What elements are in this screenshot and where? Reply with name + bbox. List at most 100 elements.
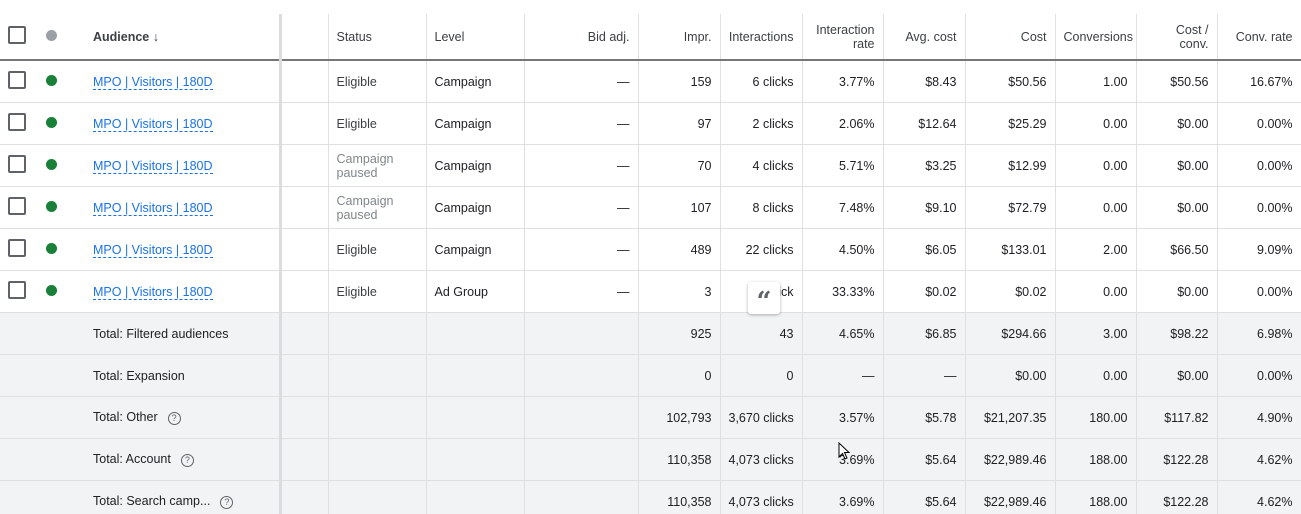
audience-link[interactable]: MPO | Visitors | 180D [93, 116, 213, 132]
total-label-cell: Total: Search camp...? [85, 480, 282, 514]
audience-link[interactable]: MPO | Visitors | 180D [93, 200, 213, 216]
header-label[interactable]: Interaction rate [816, 22, 875, 51]
cell: 4 clicks [720, 144, 803, 187]
header-label[interactable]: Impr. [683, 29, 712, 44]
cell: 0.00% [1217, 102, 1301, 145]
toolbar-button[interactable]: COLUMNS [1034, 0, 1081, 2]
toolbar-button[interactable]: SEARCH [930, 0, 969, 2]
spacer [280, 270, 329, 313]
audience-link[interactable]: MPO | Visitors | 180D [93, 74, 213, 90]
header-label[interactable]: Conv. rate [1235, 29, 1293, 44]
data-row: MPO | Visitors | 180D Eligible Campaign — 97… [0, 102, 1301, 145]
checkbox[interactable] [8, 197, 26, 215]
cell-text: Campaign [434, 242, 492, 257]
status-dot [46, 74, 57, 86]
total-label: Total: Filtered audiences [93, 326, 229, 341]
cell: 6 clicks [720, 60, 803, 103]
empty [38, 312, 85, 355]
help-icon[interactable]: ? [167, 411, 181, 425]
audience-link[interactable]: MPO | Visitors | 180D [93, 242, 213, 258]
toolbar-button[interactable]: EXPAND [1152, 0, 1190, 2]
column-header: Conv. rate [1217, 14, 1301, 61]
total-cell: 4.62% [1217, 438, 1301, 481]
status-dot-cell [38, 228, 85, 271]
header-label[interactable]: Bid adj. [587, 29, 630, 44]
total-label-cell: Total: Account? [85, 438, 282, 481]
total-cell: $294.66 [965, 312, 1056, 355]
checkbox[interactable] [8, 281, 26, 299]
cell-text: 0.00% [1257, 116, 1293, 131]
cell: $9.10 [883, 186, 966, 229]
data-row: MPO | Visitors | 180D Campaign paused Camp… [0, 186, 1301, 229]
status-dot-cell [38, 270, 85, 313]
cell: Campaign [426, 186, 525, 229]
audience-link[interactable]: MPO | Visitors | 180D [93, 158, 213, 174]
help-icon[interactable]: ? [180, 453, 194, 467]
cell: Campaign paused [328, 186, 427, 229]
cell: 0.00 [1055, 144, 1137, 187]
quote-icon[interactable]: “ [748, 282, 780, 317]
dot [46, 29, 57, 41]
cell-text: 3.77% [839, 74, 875, 89]
cell-text: $0.00 [1177, 200, 1209, 215]
total-cell: $122.28 [1136, 480, 1218, 514]
cell: $12.99 [965, 144, 1056, 187]
header-label[interactable]: Status [336, 29, 372, 44]
checkbox[interactable] [8, 239, 26, 257]
total-cell: 6.98% [1217, 312, 1301, 355]
cell-text: 8 clicks [752, 200, 794, 215]
cell: Eligible [328, 228, 427, 271]
checkbox[interactable] [8, 113, 26, 131]
total-cell: 4.90% [1217, 396, 1301, 439]
cell-text: $0.00 [1177, 116, 1209, 131]
cell: 97 [638, 102, 721, 145]
total-cell: $21,207.35 [965, 396, 1056, 439]
cell: 7.48% [802, 186, 884, 229]
cell-text: 107 [690, 200, 712, 215]
empty [38, 438, 85, 481]
status-dot-cell [38, 186, 85, 229]
cell-text: 4.50% [839, 242, 875, 257]
total-cell: 0.00 [1055, 354, 1137, 397]
cell: — [524, 270, 639, 313]
toolbar-button[interactable]: MORE [1205, 0, 1233, 2]
total-cell: $22,989.46 [965, 480, 1056, 514]
cell-text: 0.00% [1257, 200, 1293, 215]
cell-text: — [617, 242, 630, 257]
cell-text: $6.05 [925, 242, 957, 257]
total-row: Total: Account? 110,358 4,073 clicks 3.69% $… [0, 438, 1301, 481]
cell: 0.00% [1217, 270, 1301, 313]
cell: — [524, 60, 639, 103]
toolbar-button[interactable]: DOWNLOAD [1090, 0, 1145, 2]
checkbox[interactable] [8, 71, 26, 89]
header-label[interactable]: Interactions [728, 29, 794, 44]
cell-text: Campaign [434, 74, 492, 89]
cell: — [524, 144, 639, 187]
total-cell: 0 [638, 354, 721, 397]
checkbox[interactable] [8, 26, 26, 44]
cell-text: — [617, 158, 630, 173]
total-cell: 188.00 [1055, 438, 1137, 481]
cell: 0.00 [1055, 270, 1137, 313]
audience-cell: MPO | Visitors | 180D [85, 144, 282, 187]
cell-text: 2.06% [839, 116, 875, 131]
toolbar-button[interactable]: SEGMENT [980, 0, 1027, 2]
header-label[interactable]: Cost [1020, 29, 1047, 44]
help-icon[interactable]: ? [220, 495, 234, 509]
header-label[interactable]: Audience [93, 29, 150, 44]
total-cell: 43 [720, 312, 803, 355]
cell: Eligible [328, 60, 427, 103]
cell: 22 clicks [720, 228, 803, 271]
header-label[interactable]: Cost / conv. [1175, 22, 1209, 51]
header-label[interactable]: Conversions [1063, 29, 1133, 44]
cell: — [524, 102, 639, 145]
total-cell: $98.22 [1136, 312, 1218, 355]
data-row: MPO | Visitors | 180D Eligible Campaign — 15… [0, 60, 1301, 103]
empty [426, 354, 525, 397]
empty [328, 354, 427, 397]
header-label[interactable]: Avg. cost [905, 29, 957, 44]
header-label[interactable]: Level [434, 29, 465, 44]
cell-text: 0.00 [1103, 284, 1128, 299]
audience-link[interactable]: MPO | Visitors | 180D [93, 284, 213, 300]
checkbox[interactable] [8, 155, 26, 173]
